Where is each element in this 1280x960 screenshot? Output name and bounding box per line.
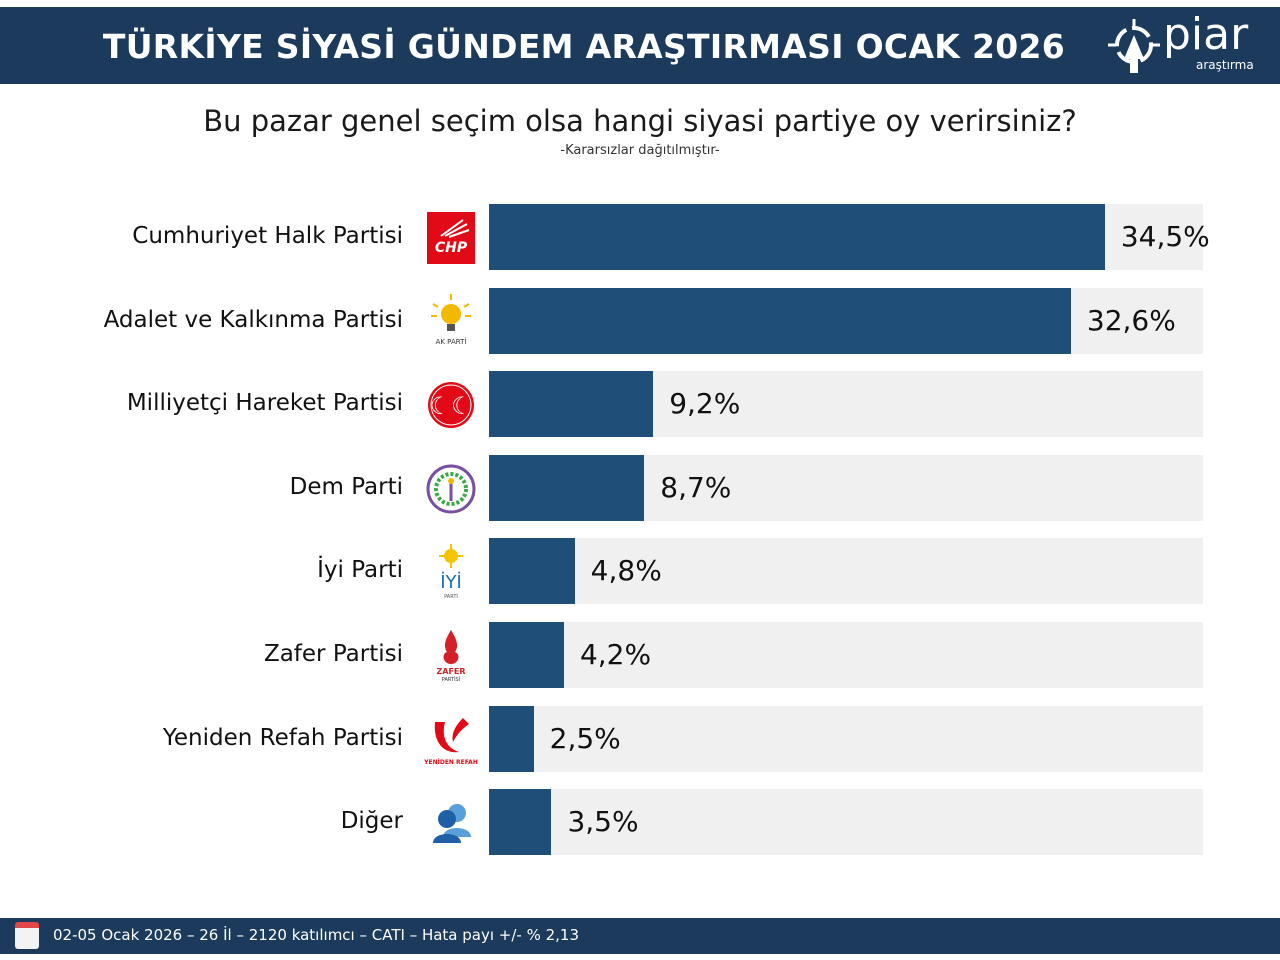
bar bbox=[489, 455, 645, 521]
svg-text:PARTİ: PARTİ bbox=[444, 593, 458, 600]
bar-row: İyi Parti İYİ PARTİ 4,8% bbox=[0, 538, 1280, 604]
bar bbox=[489, 288, 1071, 354]
data-label: 32,6% bbox=[1086, 304, 1176, 337]
bar-track: 9,2% bbox=[489, 371, 1203, 437]
bar-track: 8,7% bbox=[489, 455, 1203, 521]
bar bbox=[489, 706, 534, 772]
bar-row: Yeniden Refah Partisi YENİDEN REFAH 2,5% bbox=[0, 706, 1280, 772]
category-label: Diğer bbox=[340, 808, 403, 834]
party-logo-icon: AK PARTİ bbox=[431, 294, 471, 346]
bar-track: 3,5% bbox=[489, 789, 1203, 855]
chart-title: Bu pazar genel seçim olsa hangi siyasi p… bbox=[203, 104, 1077, 138]
category-label: Yeniden Refah Partisi bbox=[162, 725, 403, 751]
header-title: TÜRKİYE SİYASİ GÜNDEM ARAŞTIRMASI OCAK 2… bbox=[102, 27, 1065, 66]
data-label: 4,2% bbox=[579, 638, 652, 671]
category-label: Dem Parti bbox=[289, 474, 403, 500]
svg-text:AK PARTİ: AK PARTİ bbox=[436, 337, 467, 346]
bar-row: Adalet ve Kalkınma Partisi AK PARTİ 32,6… bbox=[0, 288, 1280, 354]
bar-row: Dem Parti 8,7% bbox=[0, 455, 1280, 521]
category-label: Milliyetçi Hareket Partisi bbox=[126, 390, 403, 416]
bar-track: 32,6% bbox=[489, 288, 1203, 354]
chart-subtitle: -Kararsızlar dağıtılmıştır- bbox=[560, 143, 720, 158]
bar bbox=[489, 538, 575, 604]
category-label: Cumhuriyet Halk Partisi bbox=[132, 223, 403, 249]
calendar-icon bbox=[15, 922, 39, 949]
data-label: 3,5% bbox=[567, 805, 639, 838]
bar-row: Cumhuriyet Halk Partisi CHP 34,5% bbox=[0, 204, 1280, 270]
bar bbox=[489, 789, 552, 855]
bar bbox=[489, 204, 1105, 270]
data-label: 9,2% bbox=[669, 387, 741, 420]
bar bbox=[489, 622, 564, 688]
bar-track: 4,8% bbox=[489, 538, 1203, 604]
bar-track: 4,2% bbox=[489, 622, 1203, 688]
party-logo-icon: YENİDEN REFAH bbox=[423, 718, 478, 766]
svg-text:YENİDEN REFAH: YENİDEN REFAH bbox=[423, 759, 478, 766]
logo-name: piar bbox=[1163, 9, 1249, 60]
category-label: İyi Parti bbox=[317, 557, 403, 583]
footer-text: 02-05 Ocak 2026 – 26 İl – 2120 katılımcı… bbox=[53, 926, 580, 944]
svg-text:☾☾: ☾☾ bbox=[429, 392, 472, 420]
bar-row: Milliyetçi Hareket Partisi ☾☾ 9,2% bbox=[0, 371, 1280, 437]
crosshair-arrow-icon bbox=[1108, 19, 1160, 73]
data-label: 2,5% bbox=[549, 722, 621, 755]
header: TÜRKİYE SİYASİ GÜNDEM ARAŞTIRMASI OCAK 2… bbox=[0, 7, 1280, 84]
bar-track: 34,5% bbox=[489, 204, 1210, 270]
category-label: Zafer Partisi bbox=[263, 641, 403, 667]
svg-text:PARTİSİ: PARTİSİ bbox=[442, 676, 460, 683]
data-label: 34,5% bbox=[1120, 220, 1210, 253]
footer: 02-05 Ocak 2026 – 26 İl – 2120 katılımcı… bbox=[0, 918, 1280, 954]
bar bbox=[489, 371, 654, 437]
bar-track: 2,5% bbox=[489, 706, 1203, 772]
data-label: 8,7% bbox=[660, 471, 732, 504]
piar-logo: piar araştırma bbox=[1108, 9, 1268, 77]
party-logo-icon: CHP bbox=[427, 212, 475, 264]
party-logo-icon bbox=[426, 464, 476, 514]
party-logo-icon bbox=[433, 804, 471, 843]
bar-row: Zafer Partisi ZAFER PARTİSİ 4,2% bbox=[0, 622, 1280, 688]
svg-text:ZAFER: ZAFER bbox=[436, 667, 465, 676]
data-label: 4,8% bbox=[590, 554, 662, 587]
logo-sub: araştırma bbox=[1196, 58, 1254, 72]
svg-text:İYİ: İYİ bbox=[440, 572, 462, 593]
svg-text:CHP: CHP bbox=[435, 240, 468, 256]
bar-row: Diğer 3,5% bbox=[0, 789, 1280, 855]
category-label: Adalet ve Kalkınma Partisi bbox=[103, 307, 403, 333]
party-logo-icon: ☾☾ bbox=[428, 382, 474, 428]
